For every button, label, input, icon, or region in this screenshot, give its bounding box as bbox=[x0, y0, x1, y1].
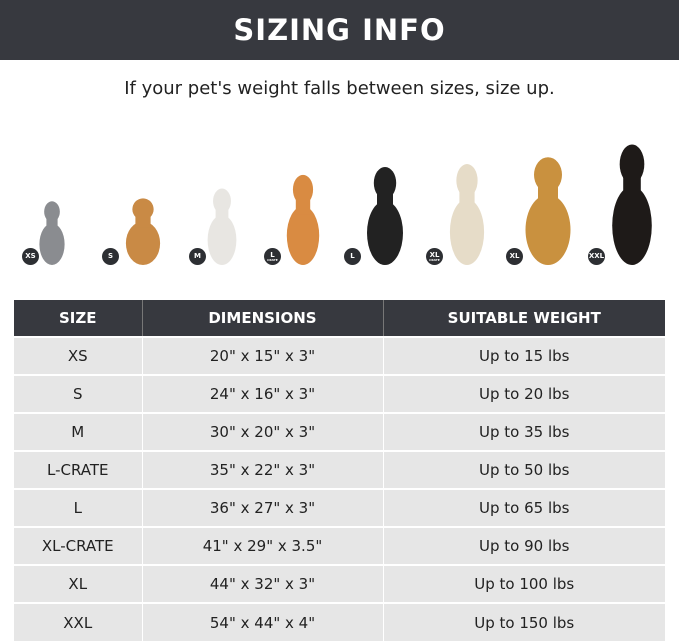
badge-label: L bbox=[350, 252, 355, 260]
header-weight: SUITABLE WEIGHT bbox=[383, 300, 665, 337]
cell-dimensions: 35" x 22" x 3" bbox=[142, 450, 384, 489]
badge-sublabel: CRATE bbox=[267, 257, 278, 262]
badge-label: L bbox=[270, 250, 275, 259]
table-row: XXL 54" x 44" x 4" Up to 150 lbs bbox=[14, 602, 665, 641]
size-badge: XXL bbox=[588, 248, 605, 265]
badge-label: M bbox=[194, 252, 201, 260]
table-row: L 36" x 27" x 3" Up to 65 lbs bbox=[14, 488, 665, 527]
sizing-table: SIZE DIMENSIONS SUITABLE WEIGHT XS 20" x … bbox=[14, 300, 665, 641]
doberman-image bbox=[610, 142, 654, 265]
badge-label: XL bbox=[509, 252, 520, 260]
size-badge: L bbox=[344, 248, 361, 265]
table-row: M 30" x 20" x 3" Up to 35 lbs bbox=[14, 412, 665, 451]
size-badge: S bbox=[102, 248, 119, 265]
badge-label: XS bbox=[25, 252, 36, 260]
badge-label: S bbox=[107, 252, 114, 260]
table-row: XS 20" x 15" x 3" Up to 15 lbs bbox=[14, 336, 665, 375]
table-header-row: SIZE DIMENSIONS SUITABLE WEIGHT bbox=[14, 300, 665, 337]
cell-dimensions: 30" x 20" x 3" bbox=[142, 412, 384, 451]
cell-weight: Up to 65 lbs bbox=[383, 488, 665, 527]
border-collie-image bbox=[365, 165, 405, 265]
header-dimensions: DIMENSIONS bbox=[142, 300, 384, 337]
cell-dimensions: 36" x 27" x 3" bbox=[142, 488, 384, 527]
page-title: SIZING INFO bbox=[0, 0, 679, 60]
cell-size: S bbox=[14, 374, 143, 413]
shiba-inu-image bbox=[285, 173, 321, 265]
size-badge: XL CRATE bbox=[426, 248, 443, 265]
french-bulldog-image bbox=[206, 187, 238, 265]
subtitle: If your pet's weight falls between sizes… bbox=[124, 78, 555, 99]
table-row: XL-CRATE 41" x 29" x 3.5" Up to 90 lbs bbox=[14, 526, 665, 565]
cell-weight: Up to 35 lbs bbox=[383, 412, 665, 451]
cell-size: XL-CRATE bbox=[14, 526, 143, 565]
cell-dimensions: 20" x 15" x 3" bbox=[142, 336, 384, 375]
table-row: L-CRATE 35" x 22" x 3" Up to 50 lbs bbox=[14, 450, 665, 489]
cell-size: XXL bbox=[14, 602, 143, 641]
size-badge: M bbox=[189, 248, 206, 265]
cell-dimensions: 54" x 44" x 4" bbox=[142, 602, 384, 641]
cell-weight: Up to 150 lbs bbox=[383, 602, 665, 641]
cell-weight: Up to 90 lbs bbox=[383, 526, 665, 565]
cell-dimensions: 44" x 32" x 3" bbox=[142, 564, 384, 603]
cat-image bbox=[38, 200, 66, 265]
cell-size: M bbox=[14, 412, 143, 451]
size-badge: XL bbox=[506, 248, 523, 265]
cell-size: XS bbox=[14, 336, 143, 375]
cell-weight: Up to 15 lbs bbox=[383, 336, 665, 375]
table-row: XL 44" x 32" x 3" Up to 100 lbs bbox=[14, 564, 665, 603]
cell-dimensions: 24" x 16" x 3" bbox=[142, 374, 384, 413]
badge-label: XXL bbox=[588, 252, 605, 260]
cell-dimensions: 41" x 29" x 3.5" bbox=[142, 526, 384, 565]
cell-weight: Up to 20 lbs bbox=[383, 374, 665, 413]
badge-sublabel: CRATE bbox=[429, 257, 440, 262]
size-badge: XS bbox=[22, 248, 39, 265]
golden-retriever-image bbox=[523, 155, 573, 265]
cell-weight: Up to 50 lbs bbox=[383, 450, 665, 489]
cell-weight: Up to 100 lbs bbox=[383, 564, 665, 603]
table-row: S 24" x 16" x 3" Up to 20 lbs bbox=[14, 374, 665, 413]
badge-label: XL bbox=[429, 250, 440, 259]
cell-size: L bbox=[14, 488, 143, 527]
header-size: SIZE bbox=[14, 300, 143, 337]
cell-size: L-CRATE bbox=[14, 450, 143, 489]
cell-size: XL bbox=[14, 564, 143, 603]
labrador-image bbox=[448, 162, 486, 265]
size-badge: L CRATE bbox=[264, 248, 281, 265]
pomeranian-image bbox=[124, 197, 162, 265]
